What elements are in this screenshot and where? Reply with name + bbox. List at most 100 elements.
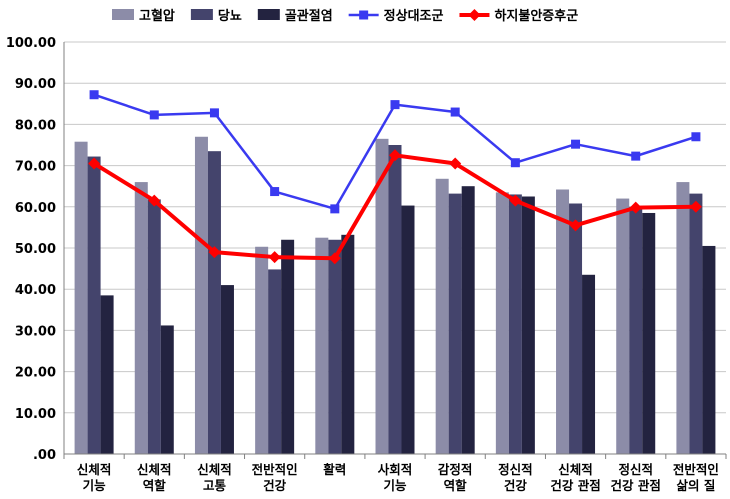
y-tick-label: 20.00 — [15, 366, 56, 381]
y-tick-label: 30.00 — [15, 324, 56, 339]
x-category-label: 기능 — [383, 478, 407, 493]
axes: .00 10.00 20.00 30.00 40.00 50.00 60.00 70.00 80… — [6, 36, 727, 493]
bar-2 — [508, 194, 522, 454]
x-category-label: 기능 — [83, 478, 107, 493]
legend-swatch-bar — [190, 9, 213, 20]
x-category-label: 사회적 — [378, 462, 413, 477]
bar-3 — [521, 196, 535, 454]
line-point-square — [510, 158, 520, 168]
bar-3 — [160, 325, 174, 454]
legend-label: 하지불안증후군 — [494, 8, 578, 24]
x-category-label: 신체적 — [137, 462, 172, 477]
line-point-square — [330, 204, 340, 214]
y-tick-label: 80.00 — [15, 118, 56, 133]
bar-3 — [100, 295, 114, 454]
x-category-label: 전반적인 — [252, 462, 298, 477]
x-category-label: 신체적 — [558, 462, 593, 477]
bar-2 — [689, 193, 703, 454]
x-category-label: 건강 관점 — [550, 478, 600, 493]
bar-1 — [616, 198, 630, 454]
legend: 고혈압 당뇨 골관절염 정상대조군 하지불안증후군 — [112, 8, 578, 24]
line-point-diamond — [689, 200, 702, 213]
legend-swatch-bar — [112, 9, 134, 20]
line-point-square — [631, 151, 641, 161]
line-point-square — [209, 108, 219, 118]
y-tick-label: .00 — [33, 448, 56, 463]
y-tick-label: 100.00 — [6, 36, 56, 51]
x-category-label: 고통 — [203, 478, 227, 493]
line-point-diamond — [569, 219, 582, 232]
x-category-label: 신체적 — [197, 462, 232, 477]
legend-marker-square — [359, 10, 369, 20]
line-point-square — [89, 90, 99, 100]
bar-1 — [556, 189, 570, 454]
y-tick-label: 90.00 — [15, 77, 56, 92]
bar-2 — [328, 239, 342, 454]
bar-2 — [569, 203, 583, 454]
x-category-label: 감정적 — [438, 462, 473, 477]
x-category-label: 삶의 질 — [676, 478, 715, 493]
legend-marker-diamond — [468, 9, 481, 21]
y-tick-label: 50.00 — [15, 242, 56, 257]
bar-3 — [702, 245, 716, 454]
x-category-label: 활력 — [323, 462, 346, 477]
x-category-label: 건강 — [263, 478, 287, 493]
bar-2 — [268, 269, 282, 454]
bar-2 — [448, 193, 462, 454]
y-tick-label: 60.00 — [15, 201, 56, 216]
x-category-label: 정신적 — [498, 462, 533, 477]
x-category-label: 건강 — [504, 478, 528, 493]
line-point-diamond — [509, 194, 522, 207]
bar-1 — [315, 237, 329, 454]
x-category-label: 건강 관점 — [611, 478, 661, 493]
legend-label: 고혈압 — [139, 8, 175, 24]
bar-3 — [341, 234, 355, 454]
x-category-label: 정신적 — [618, 462, 653, 477]
bar-3 — [582, 274, 596, 454]
bar-2 — [388, 145, 402, 454]
legend-label: 당뇨 — [218, 8, 242, 24]
bar-2 — [207, 151, 221, 454]
bar-1 — [495, 192, 509, 454]
legend-label: 정상대조군 — [384, 8, 444, 24]
line-point-square — [270, 187, 280, 197]
line-point-diamond — [328, 252, 341, 265]
x-category-label: 전반적인 — [673, 462, 719, 477]
bar-1 — [676, 182, 690, 454]
bar-1 — [134, 182, 148, 454]
line-point-square — [691, 132, 701, 142]
bar-3 — [401, 205, 415, 454]
line-series-group — [88, 90, 702, 265]
bar-1 — [74, 141, 88, 455]
bar-3 — [461, 186, 475, 454]
line-point-square — [390, 100, 400, 110]
bar-1 — [194, 136, 208, 454]
bar-series-group — [74, 136, 716, 455]
y-tick-label: 70.00 — [15, 160, 56, 175]
line-point-diamond — [148, 194, 161, 207]
bar-2 — [87, 156, 101, 454]
line-point-diamond — [88, 157, 101, 170]
x-category-label: 역할 — [143, 478, 167, 493]
bar-2 — [147, 199, 161, 454]
line-point-diamond — [449, 157, 462, 170]
line-point-square — [149, 110, 159, 120]
line-point-diamond — [208, 246, 221, 259]
line-point-square — [450, 107, 460, 117]
line-point-square — [571, 139, 581, 149]
bar-1 — [255, 246, 269, 454]
y-tick-label: 10.00 — [15, 407, 56, 422]
line-point-diamond — [389, 149, 401, 162]
line-point-diamond — [629, 201, 642, 214]
x-category-label: 역할 — [444, 478, 468, 493]
line-point-diamond — [268, 251, 281, 264]
bar-1 — [375, 138, 389, 454]
bar-3 — [220, 285, 234, 454]
x-category-label: 신체적 — [77, 462, 112, 477]
y-tick-label: 40.00 — [15, 283, 56, 298]
legend-label: 골관절염 — [285, 8, 333, 24]
bar-2 — [629, 206, 643, 454]
legend-swatch-bar — [257, 9, 280, 20]
